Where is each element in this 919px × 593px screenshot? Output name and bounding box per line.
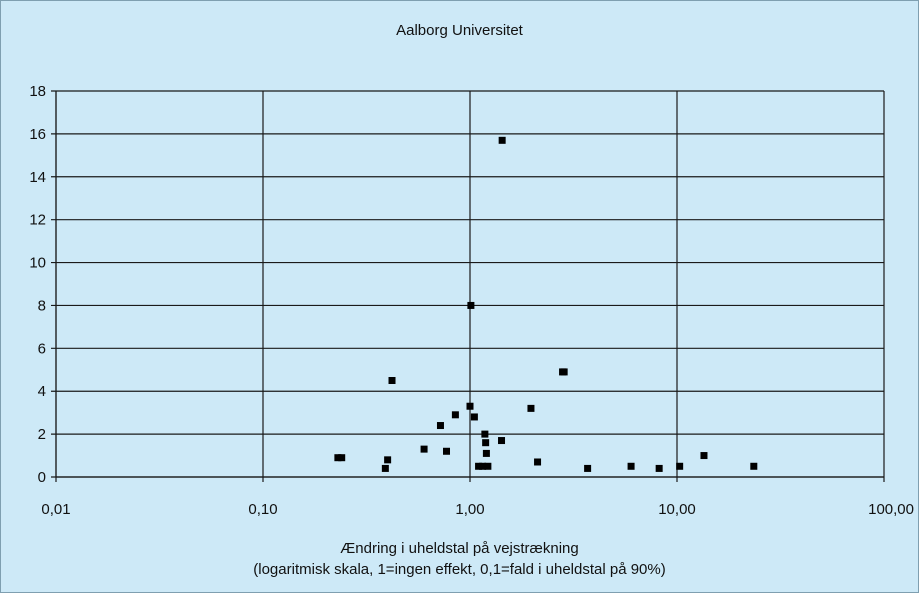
x-tick-label: 100,00 [868,501,914,518]
data-point [655,464,663,472]
grid-lines [51,90,885,482]
chart-title: Aalborg Universitet [396,22,523,39]
y-tick-labels: 0 2 4 6 8 10 12 14 16 18 [29,83,46,486]
data-point [481,430,489,438]
data-point [484,462,492,470]
data-point [498,136,506,144]
data-point [334,454,342,462]
x-axis-label: Ændring i uheldstal på vejstrækning (log… [0,538,919,580]
data-point [750,462,758,470]
data-point [482,439,490,447]
x-tick-label: 0,10 [248,501,277,518]
x-tick-label: 1,00 [455,501,484,518]
y-tick-label: 12 [29,212,46,229]
x-tick-labels: 0,01 0,10 1,00 10,00 100,00 [41,501,914,518]
data-point [584,464,592,472]
x-axis-label-line1: Ændring i uheldstal på vejstrækning [340,540,579,557]
data-point [627,462,635,470]
y-tick-label: 18 [29,83,46,100]
data-point [700,452,708,460]
data-point [420,445,428,453]
x-tick-label: 0,01 [41,501,70,518]
data-point [338,454,346,462]
y-tick-label: 14 [29,169,46,186]
y-tick-label: 16 [29,126,46,143]
data-point [470,413,478,421]
y-tick-label: 0 [38,469,46,486]
data-point [475,462,483,470]
data-point [467,301,475,309]
x-tick-label: 10,00 [658,501,696,518]
data-point [381,464,389,472]
y-tick-label: 10 [29,255,46,272]
data-point [436,422,444,430]
y-tick-label: 6 [38,340,46,357]
x-axis-label-line2: (logaritmisk skala, 1=ingen effekt, 0,1=… [253,561,666,578]
data-point [482,449,490,457]
data-point [388,377,396,384]
data-points [334,136,758,472]
data-point [560,368,568,376]
data-point [527,404,535,412]
data-point [498,437,506,445]
y-tick-label: 8 [38,297,46,314]
y-tick-label: 4 [38,383,46,400]
y-tick-label: 2 [38,426,46,443]
data-point [676,462,684,470]
data-point [534,458,542,466]
data-point [451,411,459,419]
data-point [466,402,474,410]
data-point [479,462,487,470]
data-point [384,456,392,464]
data-point [443,447,451,455]
